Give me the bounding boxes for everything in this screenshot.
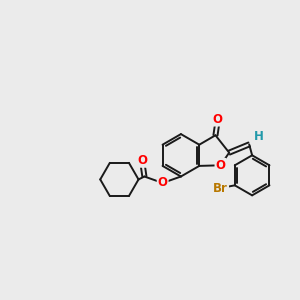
Text: O: O	[137, 154, 147, 167]
Text: Br: Br	[213, 182, 228, 195]
Text: O: O	[213, 112, 223, 126]
Text: O: O	[158, 176, 168, 190]
Text: O: O	[215, 159, 226, 172]
Text: H: H	[254, 130, 263, 143]
